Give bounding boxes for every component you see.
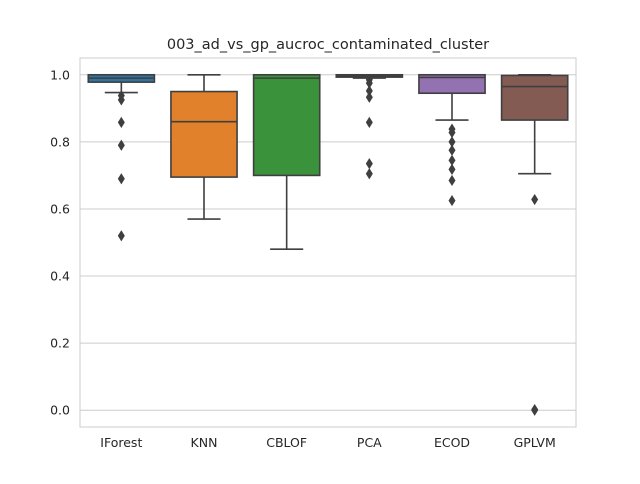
x-tick-labels: IForest KNN CBLOF PCA ECOD GPLVM bbox=[100, 435, 555, 450]
plot-frame bbox=[79, 57, 577, 428]
box-layer bbox=[87, 73, 569, 416]
box-ecod bbox=[418, 73, 486, 207]
y-tick-label: 0.8 bbox=[50, 134, 70, 149]
outlier-point bbox=[448, 194, 456, 207]
y-tick-label: 0.4 bbox=[50, 269, 70, 284]
iqr-box bbox=[500, 74, 569, 121]
y-tick-label: 0.2 bbox=[50, 336, 70, 351]
y-tick-labels: 0.0 0.2 0.4 0.6 0.8 1.0 bbox=[50, 67, 70, 417]
iqr-box bbox=[252, 73, 321, 177]
outlier-point bbox=[117, 173, 125, 185]
x-tick-label: GPLVM bbox=[514, 435, 556, 450]
outlier-point bbox=[448, 174, 456, 187]
box-knn bbox=[170, 73, 238, 220]
y-tick-label: 1.0 bbox=[50, 67, 70, 82]
outlier-point bbox=[365, 91, 373, 103]
x-tick-label: IForest bbox=[100, 435, 142, 450]
outlier-point bbox=[117, 230, 125, 242]
outlier-point bbox=[531, 193, 539, 206]
outlier-point bbox=[365, 168, 373, 180]
box-gplvm bbox=[500, 73, 569, 416]
iqr-box bbox=[418, 73, 486, 95]
box-pca bbox=[335, 73, 404, 180]
outlier-point bbox=[448, 163, 456, 175]
box-iforest bbox=[87, 73, 156, 242]
x-tick-label: ECOD bbox=[434, 435, 470, 450]
grid-layer bbox=[80, 74, 576, 411]
x-tick-label: PCA bbox=[357, 435, 382, 450]
x-tick-label: KNN bbox=[191, 435, 218, 450]
outlier-point bbox=[117, 116, 125, 129]
iqr-box bbox=[170, 90, 238, 178]
y-tick-label: 0.6 bbox=[50, 201, 70, 216]
outlier-point bbox=[117, 94, 125, 106]
outlier-point bbox=[531, 404, 539, 416]
chart-title: 003_ad_vs_gp_aucroc_contaminated_cluster bbox=[167, 37, 489, 53]
outlier-point bbox=[365, 116, 373, 129]
x-tick-label: CBLOF bbox=[266, 435, 307, 450]
y-tick-label: 0.0 bbox=[50, 403, 70, 418]
outlier-point bbox=[117, 139, 125, 151]
box-cblof bbox=[252, 73, 321, 251]
